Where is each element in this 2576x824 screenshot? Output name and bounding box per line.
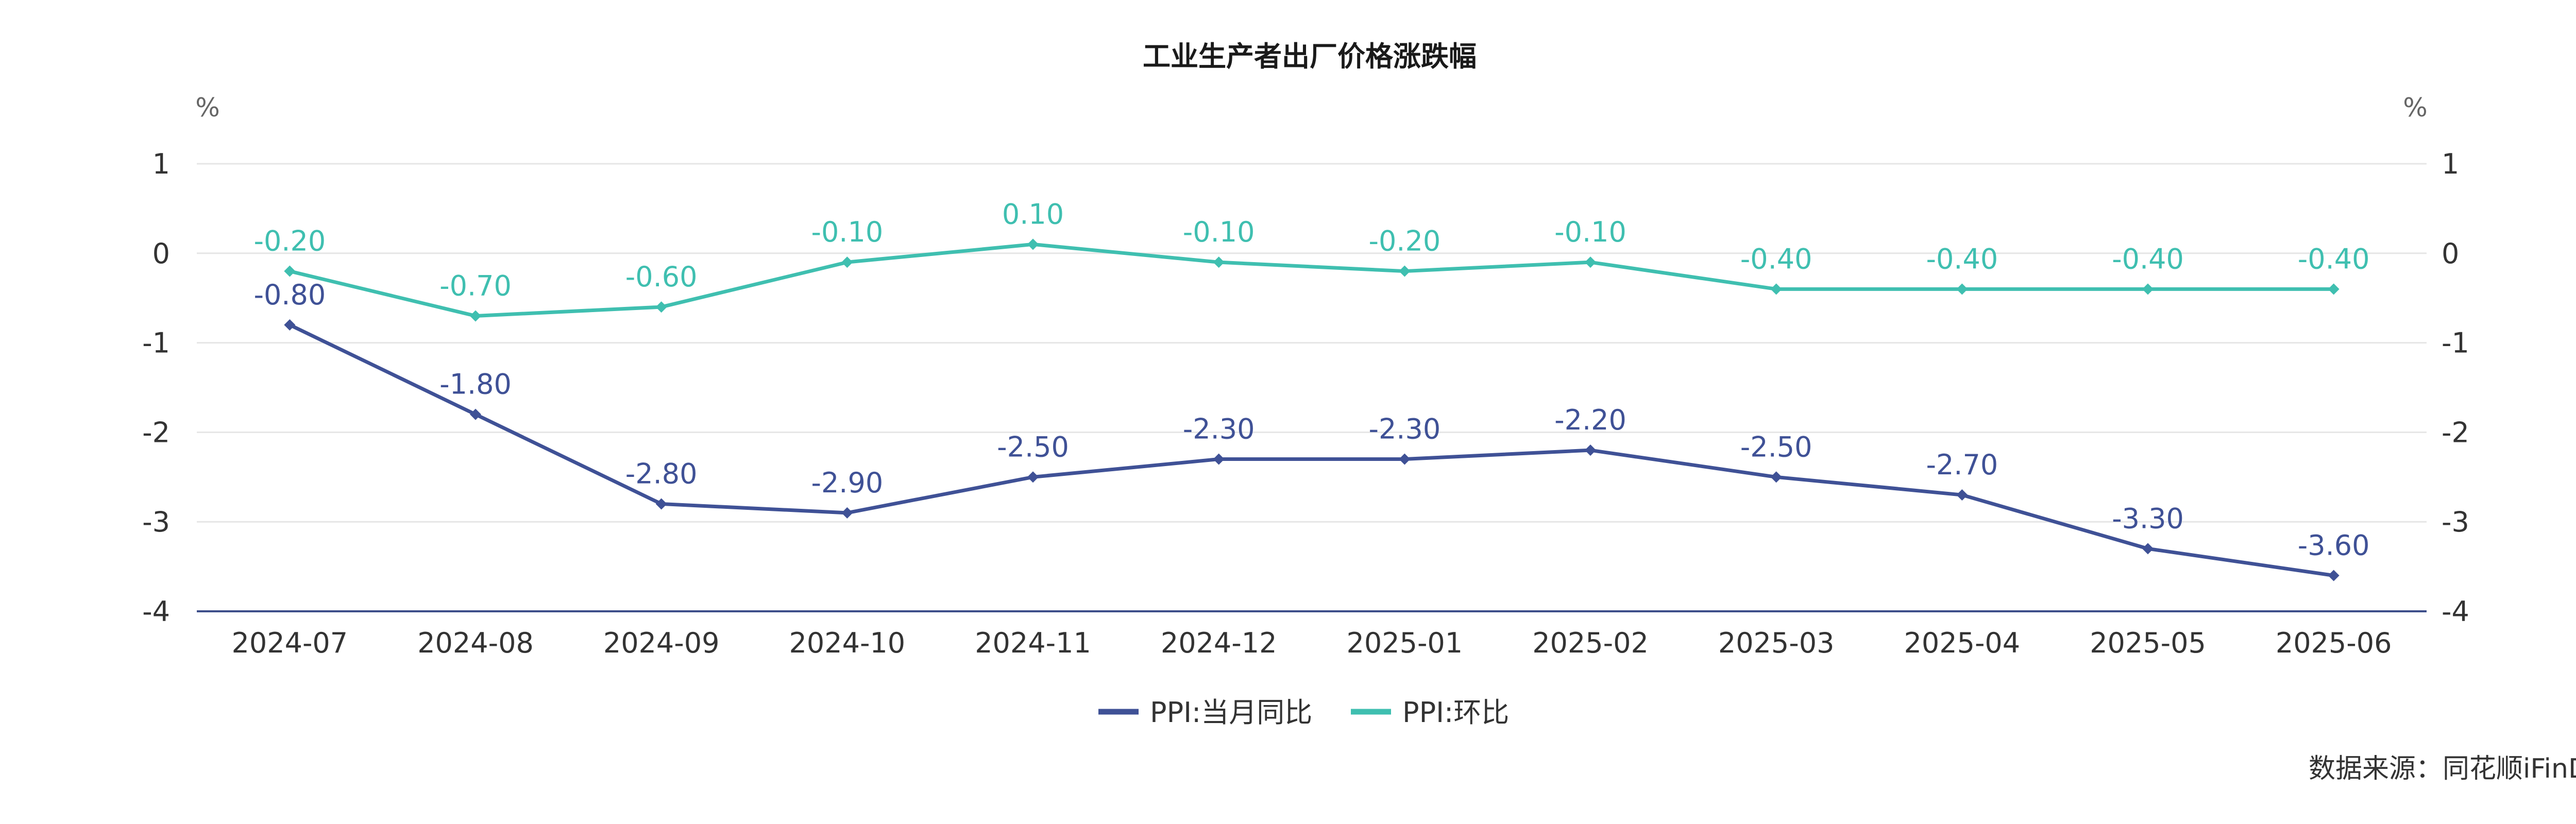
left-y-tick-label: -1 <box>142 327 170 359</box>
legend-label: PPI:环比 <box>1402 696 1509 729</box>
data-source-note: 数据来源：同花顺iFinD <box>2309 753 2576 784</box>
data-point-marker[interactable] <box>470 408 481 420</box>
x-tick-label: 2024-11 <box>975 627 1091 659</box>
data-point-marker[interactable] <box>2328 570 2340 581</box>
x-tick-label: 2025-06 <box>2276 627 2392 659</box>
data-label: -2.50 <box>1740 431 1812 463</box>
data-point-marker[interactable] <box>1956 283 1968 295</box>
x-tick-label: 2024-08 <box>417 627 534 659</box>
x-tick-label: 2025-03 <box>1718 627 1835 659</box>
x-tick-label: 2025-02 <box>1532 627 1649 659</box>
data-label: -0.10 <box>1554 216 1626 248</box>
legend-item-2[interactable]: PPI:环比 <box>1351 696 1509 729</box>
data-point-marker[interactable] <box>1213 256 1225 268</box>
legend: PPI:当月同比 PPI:环比 <box>1098 696 1509 729</box>
left-y-tick-label: 0 <box>152 237 170 270</box>
data-label: -2.50 <box>997 431 1069 463</box>
data-point-marker[interactable] <box>284 265 296 277</box>
data-point-marker[interactable] <box>1399 265 1411 277</box>
x-axis: 2024-07 2024-08 2024-09 2024-10 2024-11 2024-… <box>232 627 2392 659</box>
left-y-tick-label: -3 <box>142 506 170 538</box>
data-label: -2.70 <box>1926 449 1998 481</box>
data-point-marker[interactable] <box>2142 283 2154 295</box>
data-point-marker[interactable] <box>1956 489 1968 501</box>
data-point-marker[interactable] <box>284 319 296 331</box>
legend-item-1[interactable]: PPI:当月同比 <box>1098 696 1312 729</box>
left-y-tick-label: -2 <box>142 416 170 449</box>
right-y-tick-label: -2 <box>2428 416 2469 449</box>
data-label: -2.20 <box>1554 404 1626 436</box>
data-point-marker[interactable] <box>1585 256 1596 268</box>
data-label: -0.20 <box>1368 225 1440 258</box>
data-point-marker[interactable] <box>841 507 853 519</box>
right-y-tick-label: -1 <box>2428 327 2469 359</box>
data-label: -2.80 <box>625 457 698 490</box>
data-label: -0.60 <box>625 261 698 293</box>
data-label: 0.10 <box>1002 198 1064 230</box>
data-label: -0.40 <box>2112 243 2184 275</box>
right-y-tick-label: 1 <box>2428 148 2459 180</box>
right-y-tick-label: -3 <box>2428 506 2469 538</box>
data-point-marker[interactable] <box>1213 453 1225 465</box>
data-point-marker[interactable] <box>1770 283 1782 295</box>
data-label: -2.30 <box>1183 413 1255 445</box>
right-y-axis: 1 0 -1 -2 -3 -4 <box>2428 148 2469 628</box>
data-point-marker[interactable] <box>1585 444 1596 456</box>
data-label: -0.10 <box>1183 216 1255 248</box>
data-point-marker[interactable] <box>1770 471 1782 483</box>
data-label: -0.40 <box>2298 243 2370 275</box>
gridlines <box>197 163 2427 612</box>
chart-title: 工业生产者出厂价格涨跌幅 <box>1143 40 1477 73</box>
right-y-tick-label: 0 <box>2428 237 2459 270</box>
data-point-marker[interactable] <box>2142 543 2154 555</box>
data-label: -1.80 <box>439 368 512 401</box>
left-axis-unit: % <box>195 93 220 123</box>
series-line <box>289 323 2334 577</box>
x-tick-label: 2024-09 <box>603 627 720 659</box>
data-point-marker[interactable] <box>2328 283 2340 295</box>
right-y-tick-label: -4 <box>2428 595 2469 628</box>
data-label: -2.30 <box>1368 413 1440 445</box>
x-tick-label: 2025-05 <box>2090 627 2206 659</box>
data-label: -0.40 <box>1926 243 1998 275</box>
data-label: -0.70 <box>439 269 512 302</box>
series-2: -0.20 -0.70 -0.60 -0.10 0.10 -0.10 -0.20 -0.10 -… <box>253 198 2370 322</box>
data-label: -2.90 <box>811 467 883 499</box>
legend-label: PPI:当月同比 <box>1150 696 1312 729</box>
right-axis-unit: % <box>2403 93 2428 123</box>
data-point-marker[interactable] <box>1399 453 1411 465</box>
series-layer: -0.80 -1.80 -2.80 -2.90 -2.50 -2.30 -2.30 -2.20… <box>253 198 2370 581</box>
x-tick-label: 2024-07 <box>232 627 348 659</box>
data-label: -0.10 <box>811 216 883 248</box>
data-point-marker[interactable] <box>470 310 481 322</box>
x-tick-label: 2024-10 <box>789 627 906 659</box>
series-1: -0.80 -1.80 -2.80 -2.90 -2.50 -2.30 -2.30 -2.20… <box>253 279 2370 581</box>
data-point-marker[interactable] <box>655 301 667 313</box>
data-point-marker[interactable] <box>1027 238 1039 250</box>
series-line <box>289 242 2334 318</box>
data-point-marker[interactable] <box>841 256 853 268</box>
data-label: -3.60 <box>2298 529 2370 561</box>
left-y-axis: 1 0 -1 -2 -3 -4 <box>142 148 170 628</box>
data-label: -0.40 <box>1740 243 1812 275</box>
data-point-marker[interactable] <box>655 498 667 510</box>
x-tick-label: 2025-04 <box>1904 627 2021 659</box>
left-y-tick-label: 1 <box>152 148 170 180</box>
data-label: -0.80 <box>253 279 326 311</box>
x-tick-label: 2025-01 <box>1347 627 1463 659</box>
left-y-tick-label: -4 <box>142 595 170 628</box>
data-label: -3.30 <box>2112 502 2184 535</box>
data-point-marker[interactable] <box>1027 471 1039 483</box>
data-label: -0.20 <box>253 225 326 258</box>
x-tick-label: 2024-12 <box>1161 627 1277 659</box>
